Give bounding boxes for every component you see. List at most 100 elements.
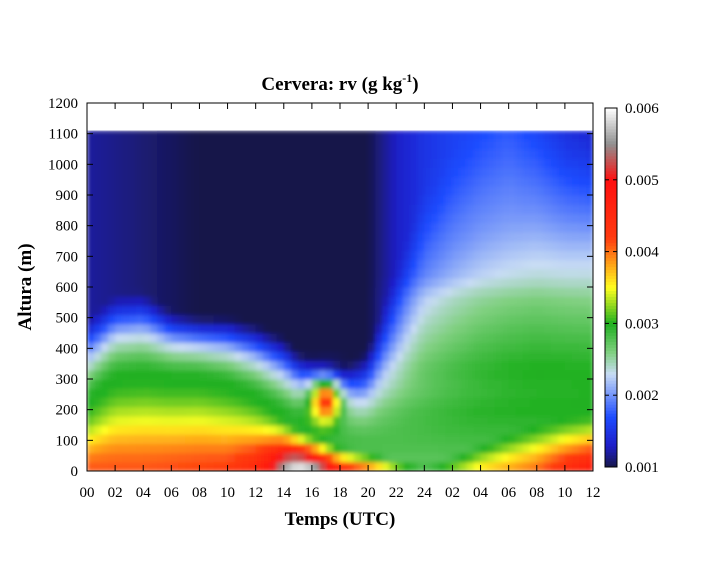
heatmap-cell [290, 277, 299, 288]
heatmap-cell [241, 250, 250, 260]
heatmap-cell [171, 351, 179, 362]
heatmap-cell [389, 388, 397, 398]
heatmap-cell [255, 323, 264, 334]
heatmap-cell [410, 342, 418, 352]
heatmap-cell [536, 195, 545, 205]
heatmap-cell [557, 241, 566, 251]
heatmap-cell [115, 406, 123, 417]
heatmap-cell [122, 195, 130, 205]
heatmap-cell [410, 443, 418, 454]
heatmap-cell [375, 231, 383, 242]
heatmap-cell [304, 213, 313, 224]
heatmap-cell [206, 296, 215, 306]
heatmap-cell [515, 287, 524, 297]
heatmap-cell [438, 176, 447, 187]
heatmap-cell [382, 213, 390, 224]
heatmap-cell [178, 296, 186, 306]
heatmap-cell [578, 149, 587, 159]
heatmap-cell [403, 379, 411, 389]
heatmap-cell [501, 379, 510, 389]
heatmap-cell [459, 415, 468, 426]
heatmap-cell [101, 241, 109, 251]
heatmap-cell [536, 287, 545, 297]
heatmap-cell [473, 415, 482, 426]
colorbar-segment [605, 338, 617, 342]
heatmap-cell [487, 204, 496, 214]
heatmap-cell [508, 149, 517, 159]
heatmap-cell [325, 461, 334, 471]
heatmap-cell [340, 185, 348, 196]
heatmap-cell [276, 158, 285, 168]
heatmap-cell [185, 195, 194, 205]
heatmap-cell [234, 333, 243, 343]
heatmap-cell [171, 213, 179, 224]
heatmap-cell [578, 406, 587, 417]
heatmap-cell [136, 231, 144, 242]
heatmap-cell [143, 204, 151, 214]
heatmap-cell [311, 167, 320, 178]
heatmap-cell [417, 397, 425, 408]
heatmap-cell [459, 167, 468, 178]
heatmap-cell [122, 461, 130, 471]
heatmap-cell [424, 314, 432, 325]
heatmap-cell [585, 130, 593, 141]
heatmap-cell [375, 379, 383, 389]
heatmap-cell [192, 149, 201, 159]
heatmap-cell [318, 204, 327, 214]
heatmap-cell [171, 342, 179, 352]
heatmap-cell [269, 415, 278, 426]
heatmap-cell [297, 434, 306, 444]
x-tick-label: 06 [501, 485, 517, 501]
heatmap-cell [417, 443, 425, 454]
heatmap-cell [332, 397, 341, 408]
heatmap-cell [550, 323, 559, 334]
heatmap-cell [129, 388, 137, 398]
heatmap-cell [297, 351, 306, 362]
heatmap-cell [234, 259, 243, 270]
colorbar-segment [605, 308, 617, 312]
heatmap-cell [325, 443, 334, 454]
heatmap-cell [585, 268, 593, 279]
heatmap-cell [578, 268, 587, 279]
heatmap-cell [578, 443, 587, 454]
heatmap-cell [347, 241, 355, 251]
heatmap-cell [115, 443, 123, 454]
heatmap-cell [529, 222, 538, 233]
heatmap-cell [494, 333, 503, 343]
heatmap-cell [276, 425, 285, 435]
heatmap-cell [332, 259, 341, 270]
heatmap-cell [382, 443, 390, 454]
heatmap-cell [311, 397, 320, 408]
heatmap-cell [368, 213, 376, 224]
y-tick-label: 0 [71, 464, 79, 480]
heatmap-cell [578, 241, 587, 251]
heatmap-cell [403, 461, 411, 471]
heatmap-cell [94, 388, 102, 398]
heatmap-cell [213, 204, 222, 214]
heatmap-cell [185, 360, 194, 371]
heatmap-cell [508, 443, 517, 454]
heatmap-cell [143, 287, 151, 297]
heatmap-cell [87, 397, 95, 408]
heatmap-cell [318, 185, 327, 196]
heatmap-cell [241, 149, 250, 159]
colorbar-segment [605, 458, 617, 462]
heatmap-cell [403, 149, 411, 159]
heatmap-cell [241, 425, 250, 435]
heatmap-cell [487, 130, 496, 141]
heatmap-cell [255, 277, 264, 288]
heatmap-cell [431, 342, 439, 352]
heatmap-cell [340, 158, 348, 168]
heatmap-cell [459, 231, 468, 242]
heatmap-cell [417, 158, 425, 168]
heatmap-cell [115, 130, 123, 141]
heatmap-cell [206, 434, 215, 444]
heatmap-cell [227, 250, 236, 260]
heatmap-cell [375, 333, 383, 343]
heatmap-cell [108, 250, 116, 260]
heatmap-cell [529, 185, 538, 196]
heatmap-cell [361, 388, 369, 398]
heatmap-cell [318, 425, 327, 435]
heatmap-cell [115, 351, 123, 362]
heatmap-cell [297, 342, 306, 352]
